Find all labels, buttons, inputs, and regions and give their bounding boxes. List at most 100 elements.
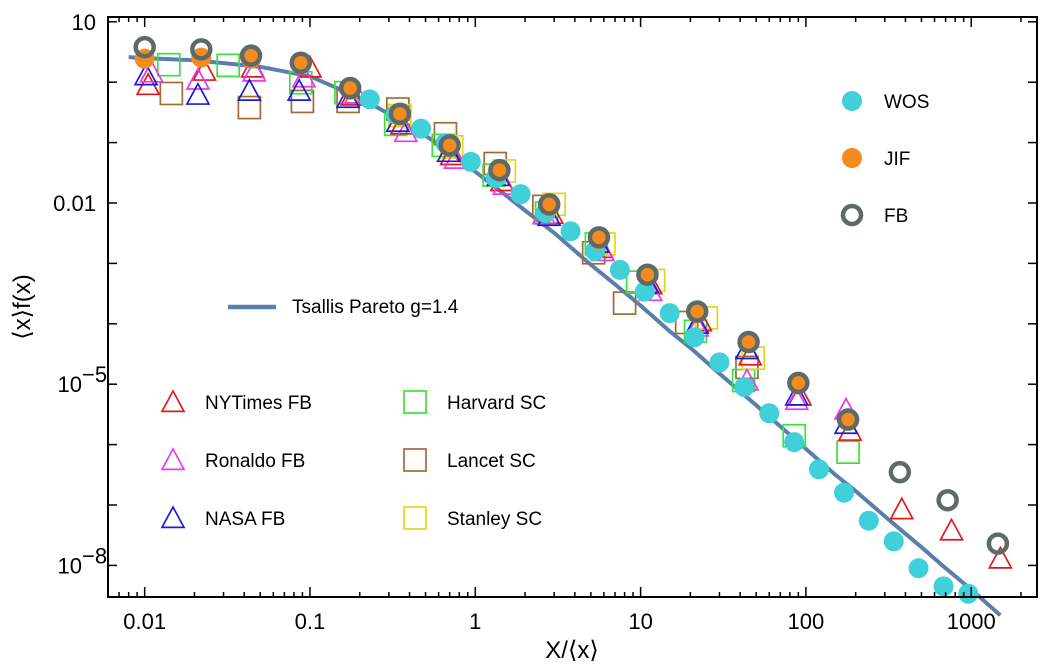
- legend-label: Lancet SC: [447, 451, 536, 472]
- legend-entry: Lancet SC: [403, 448, 536, 472]
- legend-label: FB: [884, 206, 908, 227]
- x-axis-label: X/⟨x⟩: [545, 637, 598, 664]
- y-tick-exponent: −5: [82, 362, 107, 387]
- data-point: [784, 382, 810, 406]
- data-point: [133, 62, 159, 86]
- data-point: [759, 403, 780, 424]
- data-point: [291, 64, 317, 88]
- legend-label: WOS: [884, 92, 929, 113]
- legend-marker: [842, 91, 862, 111]
- data-point: [888, 460, 912, 484]
- legend-marker: [403, 390, 427, 414]
- data-point: [734, 376, 755, 397]
- y-tick-label: 0.01: [53, 191, 96, 216]
- data-point: [908, 558, 929, 579]
- data-point: [636, 263, 659, 286]
- data-point: [159, 81, 184, 106]
- data-point: [236, 78, 262, 102]
- data-point: [784, 387, 810, 411]
- legend-label: Stanley SC: [447, 509, 542, 530]
- data-point: [239, 44, 263, 67]
- legend-entry: FB: [840, 203, 908, 227]
- legend-marker: [842, 148, 862, 168]
- y-tick-label: 10: [58, 372, 82, 397]
- plot-frame: [107, 16, 1038, 598]
- data-point: [388, 102, 412, 126]
- data-point: [411, 118, 432, 139]
- legend-entry: NYTimes FB: [160, 389, 312, 414]
- data-point: [289, 51, 313, 74]
- data-point: [684, 327, 705, 348]
- legend-entry: Stanley SC: [403, 506, 542, 530]
- legend-entry: NASA FB: [160, 505, 285, 530]
- data-point: [933, 576, 954, 597]
- x-tick-label: 10: [628, 609, 652, 634]
- x-tick-label: 0.01: [123, 609, 166, 634]
- legend-label: NYTimes FB: [205, 393, 312, 414]
- y-tick-label: 10: [72, 10, 96, 35]
- data-point: [883, 531, 904, 552]
- data-point: [443, 145, 469, 169]
- data-point: [537, 193, 561, 216]
- data-point: [709, 352, 730, 373]
- data-point: [659, 303, 680, 324]
- legend-layer: WOS JIF FB NYTimes FB Ronaldo FB NASA FB Harva…: [160, 91, 929, 530]
- x-tick-label: 100: [788, 609, 825, 634]
- data-point: [936, 488, 959, 512]
- legend-entry: Ronaldo FB: [160, 447, 305, 472]
- y-axis-label: ⟨x⟩f(x): [9, 274, 36, 339]
- data-point: [784, 432, 805, 453]
- legend-label: Ronaldo FB: [205, 451, 305, 472]
- data-point: [939, 517, 964, 541]
- data-point: [438, 134, 461, 157]
- data-point: [359, 89, 380, 110]
- data-point: [460, 151, 481, 172]
- data-point: [634, 281, 655, 302]
- legend-label: Harvard SC: [447, 393, 546, 414]
- data-point: [241, 58, 267, 82]
- series-fb: [133, 35, 1010, 555]
- data-point: [133, 35, 156, 59]
- legend-marker: [403, 448, 427, 472]
- legend-marker: [840, 203, 864, 227]
- x-tick-label: 1: [469, 609, 481, 634]
- data-point: [560, 221, 581, 242]
- x-tick-label: 1000: [947, 609, 996, 634]
- legend-label: NASA FB: [205, 509, 285, 530]
- y-tick-label: 10: [58, 553, 82, 578]
- legend-label: JIF: [884, 149, 910, 170]
- legend-entry: JIF: [842, 148, 910, 170]
- data-point: [190, 38, 213, 61]
- data-point: [510, 184, 531, 205]
- legend-label: Tsallis Pareto g=1.4: [292, 297, 459, 318]
- data-point: [156, 52, 181, 77]
- data-point: [185, 66, 211, 90]
- data-point: [185, 81, 211, 105]
- series-layer: [133, 35, 1013, 604]
- data-point: [836, 440, 860, 465]
- legend-entry: Harvard SC: [403, 390, 546, 414]
- data-point: [958, 583, 979, 604]
- data-point: [808, 459, 829, 480]
- data-point: [286, 78, 312, 102]
- data-point: [587, 226, 611, 249]
- data-point: [290, 89, 315, 114]
- data-point: [836, 408, 860, 431]
- legend-entry: WOS: [842, 91, 929, 113]
- data-point: [889, 496, 915, 520]
- legend-marker: [160, 389, 186, 413]
- legend-marker: [160, 447, 186, 471]
- data-point: [609, 259, 630, 280]
- data-point: [612, 291, 637, 315]
- data-point: [787, 371, 810, 395]
- data-point: [338, 76, 362, 100]
- data-point: [216, 53, 241, 78]
- data-point: [139, 59, 164, 83]
- data-point: [488, 158, 511, 182]
- x-tick-label: 0.1: [295, 609, 326, 634]
- y-tick-exponent: −8: [82, 543, 107, 568]
- data-point: [986, 532, 1010, 555]
- legend-entry-curve: Tsallis Pareto g=1.4: [228, 297, 459, 318]
